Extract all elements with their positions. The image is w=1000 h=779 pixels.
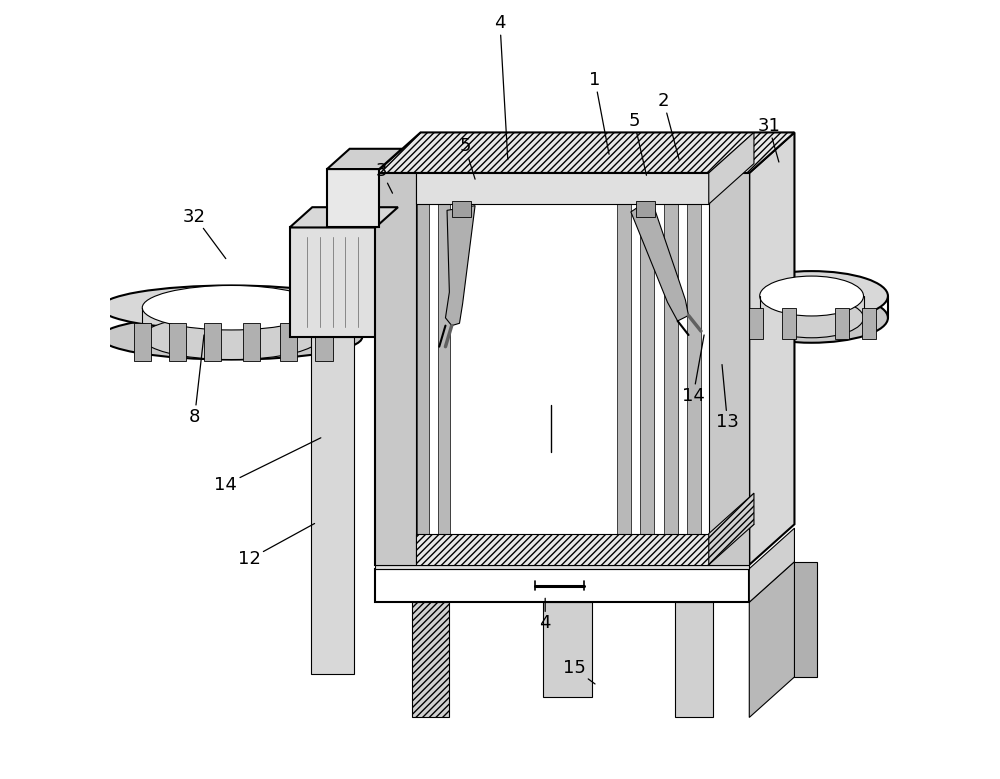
Polygon shape (375, 569, 749, 602)
Polygon shape (445, 206, 475, 326)
Ellipse shape (735, 293, 888, 343)
Text: 4: 4 (539, 598, 551, 633)
Ellipse shape (100, 285, 362, 330)
Polygon shape (749, 562, 794, 717)
Text: 4: 4 (494, 14, 508, 160)
Text: 8: 8 (189, 335, 204, 426)
Polygon shape (709, 173, 749, 565)
Polygon shape (280, 323, 297, 361)
Text: 14: 14 (682, 335, 705, 405)
Polygon shape (749, 308, 763, 339)
Polygon shape (749, 132, 794, 565)
Polygon shape (636, 201, 655, 217)
Polygon shape (416, 534, 709, 565)
Polygon shape (134, 323, 151, 361)
Polygon shape (709, 132, 754, 204)
Polygon shape (375, 565, 749, 569)
Text: 15: 15 (563, 659, 595, 684)
Polygon shape (687, 204, 701, 534)
Polygon shape (412, 602, 449, 717)
Polygon shape (375, 132, 794, 173)
Text: 1: 1 (589, 71, 609, 154)
Polygon shape (791, 562, 817, 677)
Polygon shape (169, 323, 186, 361)
Polygon shape (709, 493, 754, 565)
Polygon shape (862, 308, 876, 339)
Polygon shape (417, 204, 429, 534)
Polygon shape (631, 206, 689, 321)
Polygon shape (290, 207, 398, 227)
Polygon shape (617, 204, 631, 534)
Polygon shape (243, 323, 260, 361)
Polygon shape (375, 173, 416, 565)
Polygon shape (782, 308, 796, 339)
Polygon shape (675, 602, 713, 717)
Ellipse shape (735, 271, 888, 321)
Polygon shape (327, 149, 402, 169)
Polygon shape (543, 602, 592, 696)
Ellipse shape (760, 276, 864, 316)
Polygon shape (315, 323, 333, 361)
Polygon shape (664, 204, 678, 534)
Polygon shape (438, 204, 450, 534)
Polygon shape (640, 204, 654, 534)
Text: 2: 2 (658, 92, 679, 160)
Text: 3: 3 (376, 162, 392, 193)
Polygon shape (749, 528, 794, 602)
Polygon shape (452, 201, 471, 217)
Ellipse shape (100, 315, 362, 360)
Polygon shape (290, 227, 375, 337)
Polygon shape (311, 337, 354, 674)
Text: 14: 14 (214, 438, 321, 494)
Text: 5: 5 (628, 111, 646, 175)
Ellipse shape (142, 285, 320, 330)
Text: 32: 32 (183, 207, 226, 259)
Polygon shape (204, 323, 221, 361)
Ellipse shape (760, 298, 864, 338)
Text: 13: 13 (716, 365, 739, 432)
Ellipse shape (142, 315, 320, 360)
Polygon shape (416, 173, 709, 204)
Text: 5: 5 (459, 137, 475, 179)
Polygon shape (835, 308, 849, 339)
Polygon shape (327, 169, 379, 227)
Text: 12: 12 (238, 523, 315, 569)
Polygon shape (375, 173, 749, 565)
Text: 31: 31 (757, 117, 780, 162)
